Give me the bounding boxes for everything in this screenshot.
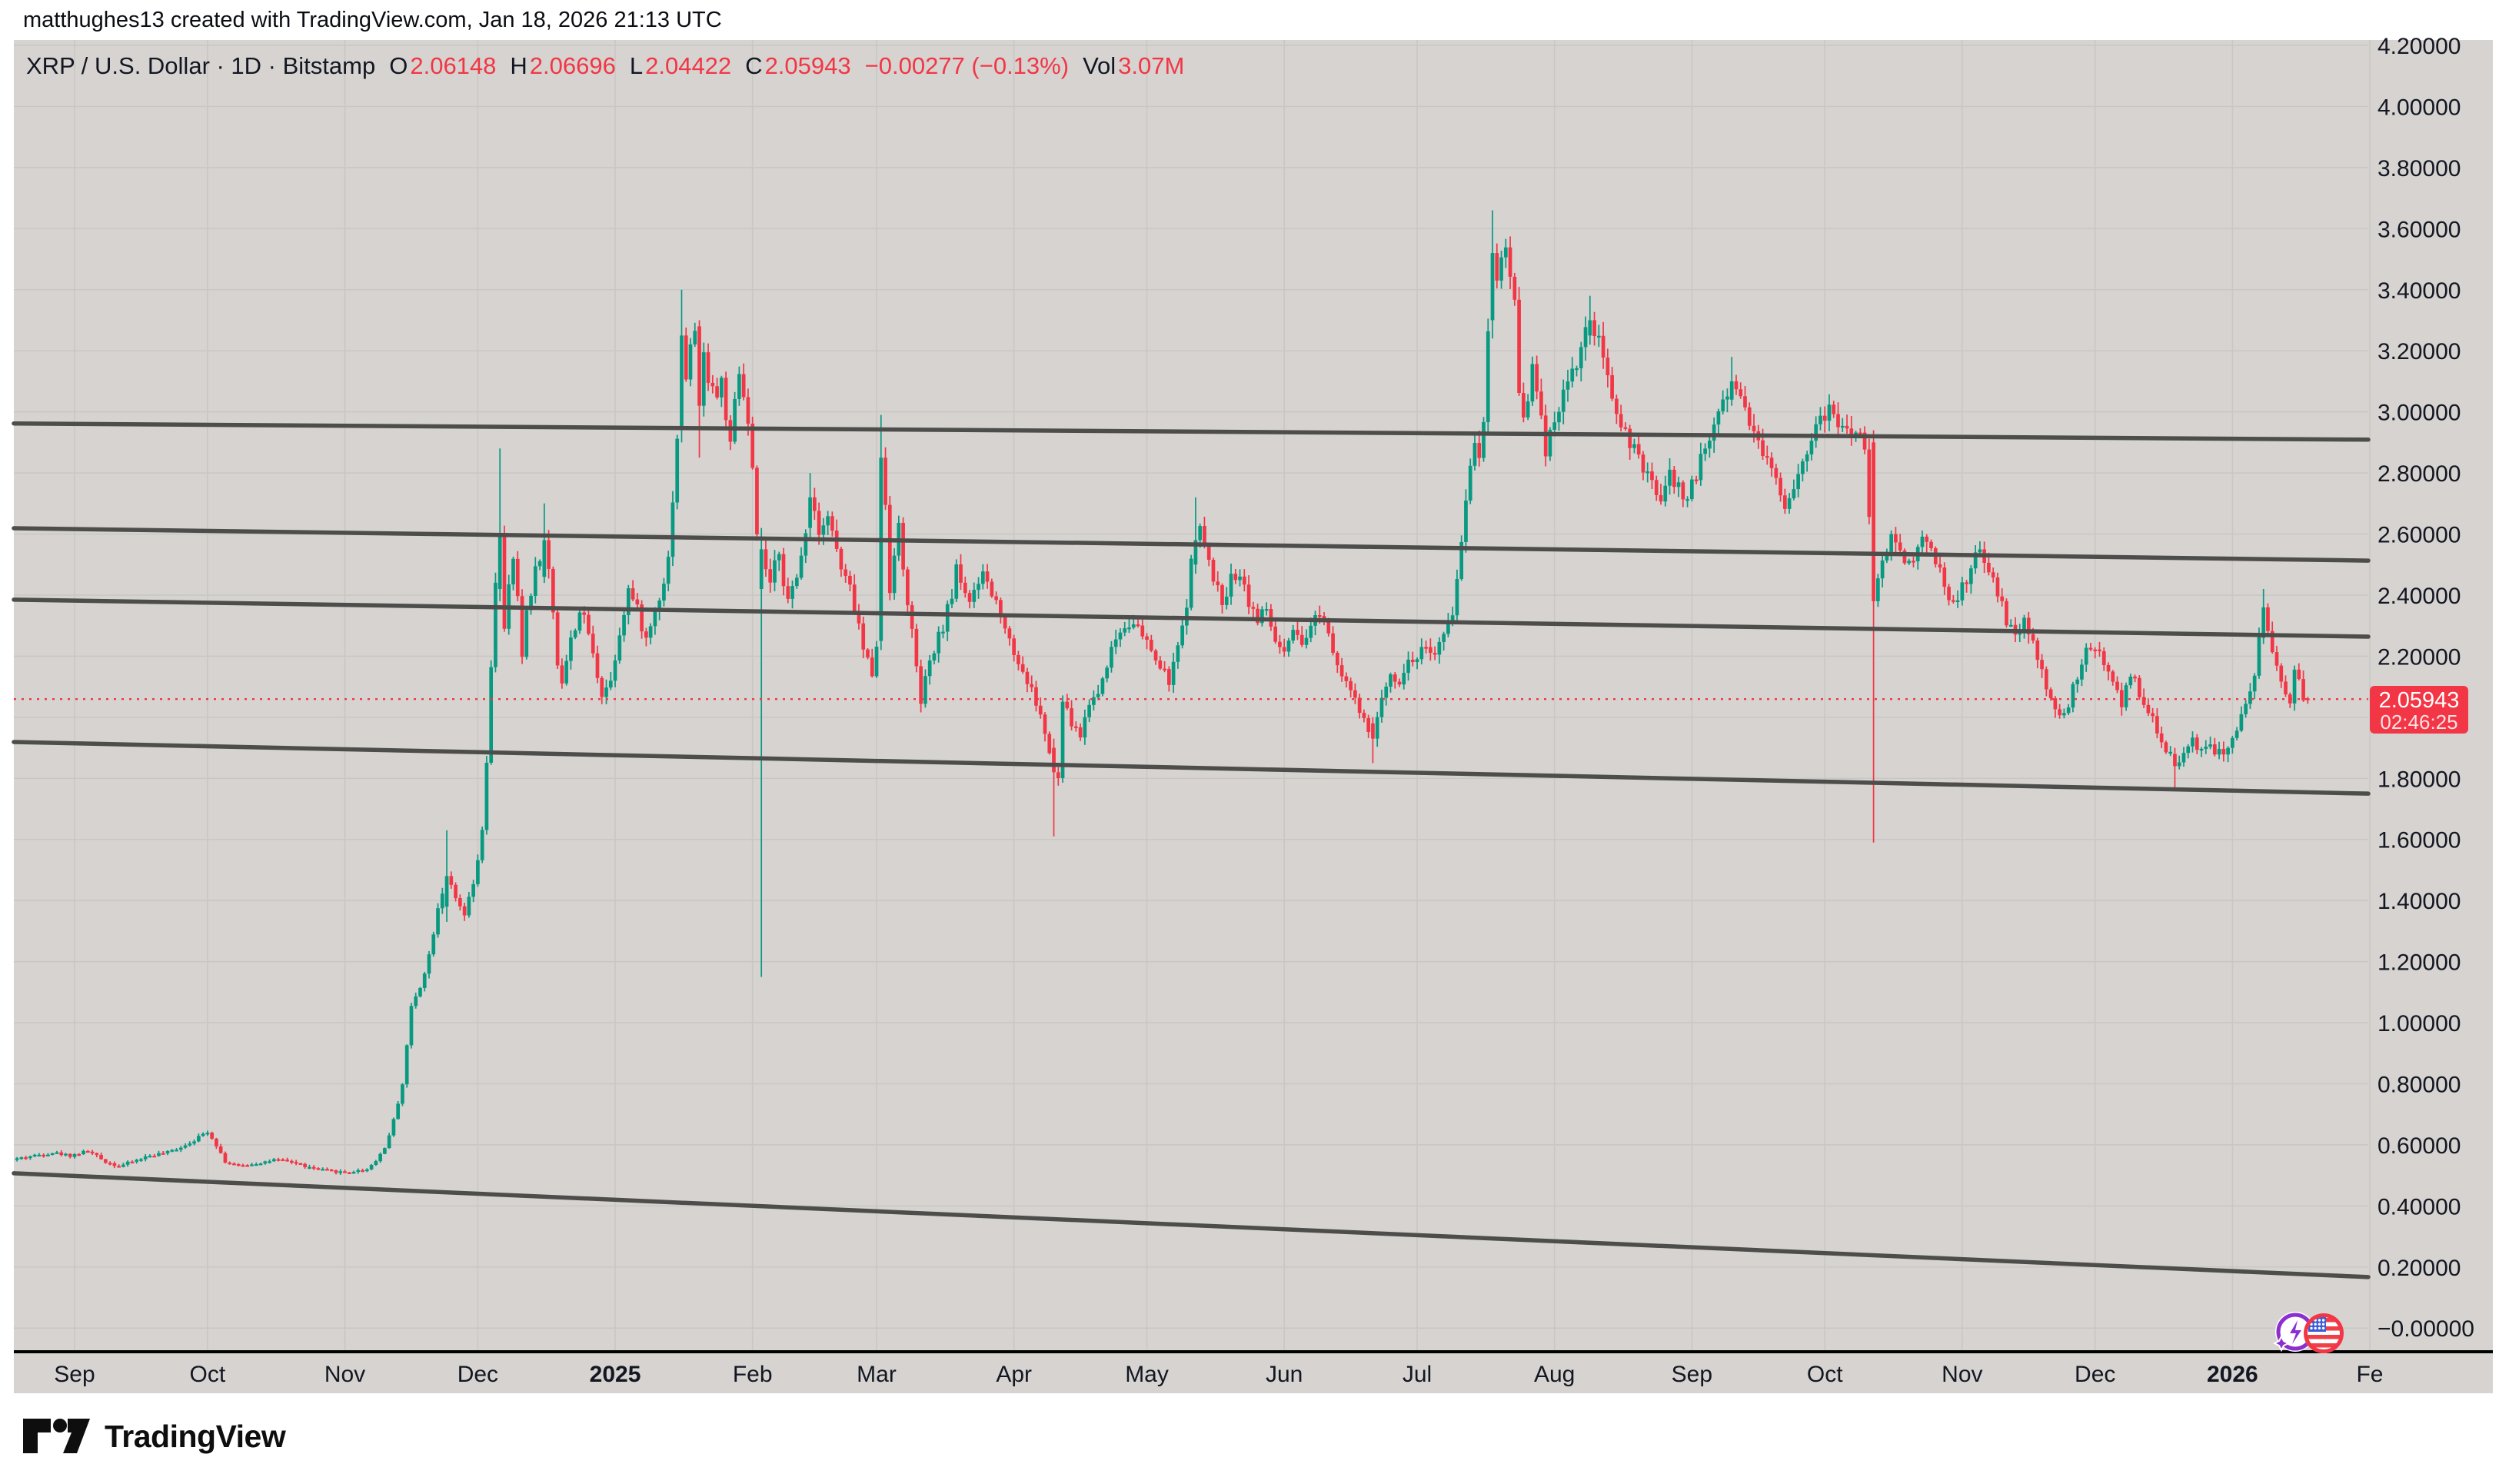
- price-axis[interactable]: 4.20000 4.00000 3.80000 3.60000 3.40000 3.200…: [2378, 34, 2474, 1342]
- svg-text:1.00000: 1.00000: [2378, 1011, 2461, 1036]
- tradingview-logo-icon: [23, 1419, 90, 1453]
- time-axis-label: Oct: [1807, 1362, 1843, 1387]
- svg-text:3.40000: 3.40000: [2378, 278, 2461, 304]
- svg-text:4.20000: 4.20000: [2378, 34, 2461, 59]
- bar-countdown: 02:46:25: [2380, 710, 2458, 734]
- symbol-title[interactable]: XRP / U.S. Dollar · 1D · Bitstamp: [26, 52, 376, 79]
- time-axis-label: Sep: [54, 1362, 95, 1387]
- time-axis-label: 2026: [2207, 1362, 2258, 1387]
- svg-text:1.40000: 1.40000: [2378, 889, 2461, 914]
- svg-text:2.60000: 2.60000: [2378, 523, 2461, 548]
- time-axis-label: Sep: [1672, 1362, 1712, 1387]
- time-axis-label: Fe: [2356, 1362, 2383, 1387]
- chart-background: [14, 40, 2493, 1393]
- time-axis-label: Nov: [324, 1362, 365, 1387]
- volume-label: Vol: [1083, 52, 1116, 79]
- trend-line[interactable]: [12, 526, 2371, 563]
- time-axis-label: 2025: [590, 1362, 641, 1387]
- svg-text:2.80000: 2.80000: [2378, 461, 2461, 487]
- low-label: L: [629, 52, 644, 79]
- svg-text:0.60000: 0.60000: [2378, 1133, 2461, 1159]
- change-value: −0.00277 (−0.13%): [864, 52, 1070, 79]
- high-value: 2.06696: [529, 52, 616, 79]
- time-axis-label: Mar: [857, 1362, 897, 1387]
- svg-text:1.60000: 1.60000: [2378, 828, 2461, 853]
- svg-text:3.80000: 3.80000: [2378, 156, 2461, 181]
- time-axis-label: Feb: [733, 1362, 773, 1387]
- time-axis-label: Dec: [458, 1362, 498, 1387]
- time-axis-label: Aug: [1534, 1362, 1575, 1387]
- trend-line[interactable]: [12, 1171, 2371, 1279]
- trend-lines-layer[interactable]: [12, 421, 2371, 1279]
- current-price-value: 2.05943: [2378, 688, 2460, 713]
- svg-text:2.20000: 2.20000: [2378, 644, 2461, 670]
- time-axis-label: May: [1125, 1362, 1169, 1387]
- attribution-text: matthughes13 created with TradingView.co…: [23, 8, 722, 32]
- svg-text:3.00000: 3.00000: [2378, 401, 2461, 426]
- svg-text:0.80000: 0.80000: [2378, 1072, 2461, 1097]
- open-label: O: [389, 52, 408, 79]
- trend-line[interactable]: [12, 597, 2371, 639]
- svg-text:0.40000: 0.40000: [2378, 1194, 2461, 1219]
- low-value: 2.04422: [645, 52, 732, 79]
- close-value: 2.05943: [764, 52, 851, 79]
- time-axis-label: Apr: [996, 1362, 1032, 1387]
- time-axis-label: Jun: [1266, 1362, 1303, 1387]
- svg-text:1.80000: 1.80000: [2378, 767, 2461, 792]
- time-axis[interactable]: Sep Oct Nov Dec 2025 Feb Mar Apr May Jun Jul Aug Sep…: [14, 1350, 2493, 1387]
- time-axis-label: Jul: [1403, 1362, 1432, 1387]
- trend-line[interactable]: [12, 740, 2371, 796]
- tradingview-wordmark: TradingView: [105, 1418, 286, 1454]
- svg-text:2.40000: 2.40000: [2378, 584, 2461, 609]
- time-axis-label: Nov: [1942, 1362, 1982, 1387]
- svg-text:−0.00000: −0.00000: [2378, 1316, 2474, 1342]
- legend: XRP / U.S. Dollar · 1D · Bitstamp O 2.061…: [26, 52, 1184, 80]
- open-value: 2.06148: [410, 52, 497, 79]
- tradingview-logo[interactable]: TradingView: [22, 1418, 286, 1455]
- time-axis-label: Oct: [190, 1362, 226, 1387]
- trend-line[interactable]: [12, 421, 2371, 442]
- volume-value: 3.07M: [1118, 52, 1185, 79]
- grid-lines: [14, 40, 2371, 1350]
- symbol-pair-icon: [2272, 1312, 2344, 1353]
- high-label: H: [510, 52, 527, 79]
- footer: TradingView: [0, 1393, 2499, 1484]
- time-axis-label: Dec: [2075, 1362, 2115, 1387]
- svg-text:3.60000: 3.60000: [2378, 217, 2461, 242]
- svg-text:0.20000: 0.20000: [2378, 1256, 2461, 1281]
- current-price-badge: 2.05943 02:46:25: [2370, 686, 2468, 734]
- svg-text:4.00000: 4.00000: [2378, 95, 2461, 120]
- close-label: C: [745, 52, 763, 79]
- svg-text:3.20000: 3.20000: [2378, 339, 2461, 364]
- candles-layer[interactable]: [15, 210, 2310, 1175]
- svg-text:1.20000: 1.20000: [2378, 950, 2461, 976]
